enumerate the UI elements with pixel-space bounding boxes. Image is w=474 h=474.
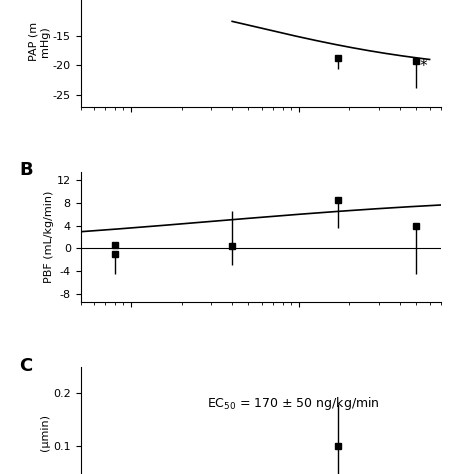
Text: EC$_{50}$ = 170 ± 50 ng/kg/min: EC$_{50}$ = 170 ± 50 ng/kg/min bbox=[207, 395, 380, 412]
Text: B: B bbox=[19, 162, 33, 179]
Text: C: C bbox=[19, 357, 33, 375]
Text: *: * bbox=[420, 59, 428, 74]
Y-axis label: (µmin): (µmin) bbox=[40, 414, 50, 451]
Y-axis label: PBF (mL/kg/min): PBF (mL/kg/min) bbox=[44, 191, 54, 283]
Y-axis label: PAP (m
mHg): PAP (m mHg) bbox=[28, 22, 50, 61]
